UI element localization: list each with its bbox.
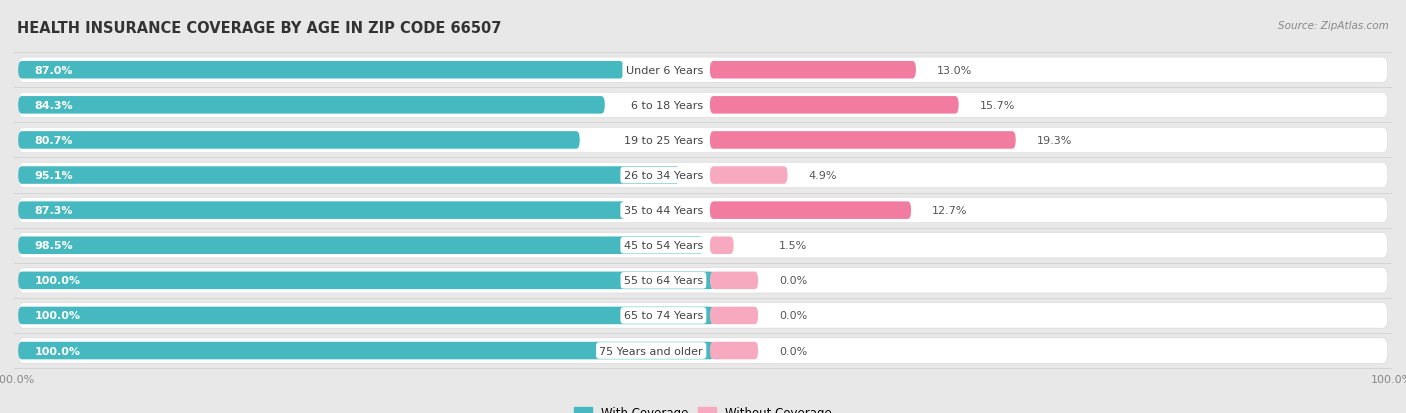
Text: 100.0%: 100.0% bbox=[35, 275, 80, 286]
FancyBboxPatch shape bbox=[710, 132, 1015, 150]
Text: 75 Years and older: 75 Years and older bbox=[599, 346, 703, 356]
FancyBboxPatch shape bbox=[18, 132, 579, 150]
FancyBboxPatch shape bbox=[18, 163, 1388, 188]
FancyBboxPatch shape bbox=[18, 237, 703, 254]
Text: 0.0%: 0.0% bbox=[779, 346, 807, 356]
Text: 13.0%: 13.0% bbox=[936, 66, 972, 76]
Text: 0.0%: 0.0% bbox=[779, 275, 807, 286]
FancyBboxPatch shape bbox=[710, 62, 915, 79]
Text: 80.7%: 80.7% bbox=[35, 135, 73, 146]
Text: 26 to 34 Years: 26 to 34 Years bbox=[624, 171, 703, 180]
Text: 12.7%: 12.7% bbox=[932, 206, 967, 216]
FancyBboxPatch shape bbox=[710, 202, 911, 219]
Text: Source: ZipAtlas.com: Source: ZipAtlas.com bbox=[1278, 21, 1389, 31]
FancyBboxPatch shape bbox=[710, 97, 959, 114]
Text: 35 to 44 Years: 35 to 44 Years bbox=[624, 206, 703, 216]
FancyBboxPatch shape bbox=[18, 202, 626, 219]
Text: 4.9%: 4.9% bbox=[808, 171, 837, 180]
Text: 0.0%: 0.0% bbox=[779, 311, 807, 320]
Text: 19 to 25 Years: 19 to 25 Years bbox=[624, 135, 703, 146]
Legend: With Coverage, Without Coverage: With Coverage, Without Coverage bbox=[569, 401, 837, 413]
Text: 55 to 64 Years: 55 to 64 Years bbox=[624, 275, 703, 286]
Text: 65 to 74 Years: 65 to 74 Years bbox=[624, 311, 703, 320]
FancyBboxPatch shape bbox=[710, 167, 787, 184]
FancyBboxPatch shape bbox=[18, 303, 1388, 328]
FancyBboxPatch shape bbox=[18, 233, 1388, 258]
Text: 95.1%: 95.1% bbox=[35, 171, 73, 180]
Text: 100.0%: 100.0% bbox=[35, 311, 80, 320]
Text: 84.3%: 84.3% bbox=[35, 101, 73, 111]
FancyBboxPatch shape bbox=[710, 307, 758, 325]
FancyBboxPatch shape bbox=[18, 93, 1388, 118]
Text: Under 6 Years: Under 6 Years bbox=[626, 66, 703, 76]
Text: 6 to 18 Years: 6 to 18 Years bbox=[631, 101, 703, 111]
Text: 98.5%: 98.5% bbox=[35, 241, 73, 251]
FancyBboxPatch shape bbox=[18, 128, 1388, 153]
FancyBboxPatch shape bbox=[18, 62, 624, 79]
FancyBboxPatch shape bbox=[710, 237, 734, 254]
Text: 87.0%: 87.0% bbox=[35, 66, 73, 76]
Text: 1.5%: 1.5% bbox=[779, 241, 807, 251]
FancyBboxPatch shape bbox=[18, 338, 1388, 363]
FancyBboxPatch shape bbox=[710, 342, 758, 359]
Text: 87.3%: 87.3% bbox=[35, 206, 73, 216]
FancyBboxPatch shape bbox=[710, 272, 758, 290]
FancyBboxPatch shape bbox=[18, 272, 714, 290]
FancyBboxPatch shape bbox=[18, 268, 1388, 293]
Text: 100.0%: 100.0% bbox=[35, 346, 80, 356]
FancyBboxPatch shape bbox=[18, 167, 681, 184]
FancyBboxPatch shape bbox=[18, 58, 1388, 83]
Text: 15.7%: 15.7% bbox=[980, 101, 1015, 111]
Text: HEALTH INSURANCE COVERAGE BY AGE IN ZIP CODE 66507: HEALTH INSURANCE COVERAGE BY AGE IN ZIP … bbox=[17, 21, 502, 36]
Text: 19.3%: 19.3% bbox=[1036, 135, 1071, 146]
FancyBboxPatch shape bbox=[18, 307, 714, 325]
FancyBboxPatch shape bbox=[18, 198, 1388, 223]
FancyBboxPatch shape bbox=[18, 342, 714, 359]
Text: 45 to 54 Years: 45 to 54 Years bbox=[624, 241, 703, 251]
FancyBboxPatch shape bbox=[18, 97, 605, 114]
